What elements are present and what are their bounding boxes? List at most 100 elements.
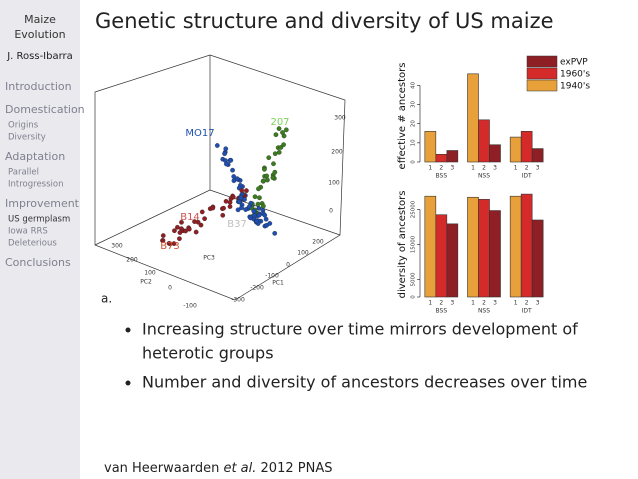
scatter-point	[273, 132, 279, 138]
sidebar	[0, 0, 80, 479]
scatter-point	[248, 215, 253, 221]
y-tick-label: 40	[411, 81, 417, 88]
scatter-point	[243, 207, 249, 212]
scatter-point	[264, 173, 270, 179]
scatter-point	[172, 228, 177, 234]
bar-number: 2	[525, 165, 529, 172]
bar-number: 3	[536, 300, 540, 307]
tick-label: 300	[334, 115, 346, 122]
scatter-point	[222, 151, 227, 157]
y-tick-label: 0	[411, 160, 417, 164]
scatter-point	[223, 146, 229, 152]
scatter-point	[177, 236, 182, 242]
bar-number: 3	[450, 165, 454, 172]
bar	[424, 195, 437, 298]
tick-label: 200	[312, 239, 324, 246]
point-label: MO17	[185, 128, 214, 139]
scatter-point	[252, 194, 258, 200]
scatter-point	[223, 198, 229, 204]
scatter-point	[227, 204, 233, 209]
scatter-point	[246, 204, 252, 210]
bullet-text: Increasing structure over time mirrors d…	[142, 320, 578, 339]
tick-label: 300	[111, 243, 123, 250]
sidebar-title: Maize	[24, 13, 56, 26]
bar	[478, 199, 490, 298]
sidebar-item: Diversity	[8, 133, 46, 143]
bar	[509, 195, 522, 298]
sidebar-title: Evolution	[14, 28, 65, 41]
y-tick-label: 25000	[411, 200, 417, 218]
scatter-point	[256, 186, 261, 192]
legend-label: 1940's	[560, 82, 590, 92]
tick-label: 100	[144, 270, 156, 277]
bullet-dot	[125, 380, 131, 386]
bar-number: 1	[514, 165, 518, 172]
bar	[435, 154, 448, 163]
bar-number: 2	[525, 300, 529, 307]
tick-label: 100	[328, 180, 340, 187]
scatter-point	[251, 213, 257, 218]
bar-number: 1	[428, 165, 432, 172]
scatter-point	[160, 233, 166, 238]
scatter-point	[228, 157, 234, 163]
scatter-point	[167, 241, 173, 247]
group-label: BSS	[436, 308, 448, 315]
bar-number: 1	[514, 300, 518, 307]
tick-label: 0	[286, 262, 290, 269]
scatter-point	[230, 167, 235, 173]
scatter-point	[227, 200, 233, 205]
tick-label: -100	[183, 303, 197, 310]
scatter-point	[272, 169, 278, 175]
scatter-point	[177, 230, 183, 235]
y-tick-label: 20	[411, 120, 417, 127]
bullet-text: heterotic groups	[142, 344, 274, 363]
tick-label: 0	[329, 208, 333, 215]
scatter-point	[214, 143, 220, 148]
point-label: B37	[227, 219, 247, 230]
scatter-point	[244, 188, 249, 193]
bar-number: 1	[428, 300, 432, 307]
citation: van Heerwaarden et al. 2012 PNAS	[104, 461, 332, 476]
bullet-dot	[125, 327, 131, 333]
legend-swatch	[526, 55, 558, 68]
sidebar-item: Parallel	[8, 168, 39, 178]
bar-number: 1	[471, 300, 475, 307]
bar-number: 3	[493, 165, 497, 172]
scatter-point	[198, 222, 204, 228]
bar	[489, 144, 501, 163]
scatter-point	[237, 199, 242, 205]
scatter-point	[186, 226, 192, 232]
scatter-point	[220, 212, 226, 218]
scatter-point	[202, 216, 207, 222]
scatter-point	[267, 221, 273, 226]
bar	[435, 214, 448, 298]
tick-label: -200	[250, 285, 264, 292]
bar-number: 2	[439, 165, 443, 172]
citation-part: et al.	[223, 461, 256, 476]
sidebar-section: Conclusions	[5, 256, 71, 269]
sidebar-author: J. Ross-Ibarra	[6, 51, 73, 62]
y-tick-label: 15000	[411, 235, 417, 253]
scatter-point	[179, 219, 184, 225]
sidebar-section: Improvement	[5, 197, 80, 210]
sidebar-section: Introduction	[5, 80, 72, 93]
tick-label: 100	[297, 250, 309, 257]
tick-label: -300	[231, 297, 245, 304]
scatter-point	[271, 161, 276, 167]
sidebar-item: US germplasm	[8, 215, 70, 225]
group-label: BSS	[436, 173, 448, 180]
scatter-point	[183, 228, 188, 234]
bar-number: 2	[439, 300, 443, 307]
y-tick-label: 0	[411, 295, 417, 299]
sidebar-item: Origins	[8, 121, 39, 131]
y-axis-label: diversity of ancestors	[397, 191, 408, 299]
sidebar-section: Adaptation	[5, 150, 65, 163]
group-label: IDT	[522, 308, 532, 315]
scatter-point	[199, 209, 205, 215]
scatter-point	[260, 178, 266, 184]
group-label: IDT	[522, 173, 532, 180]
point-label: 207	[270, 117, 289, 128]
y-tick-label: 30	[411, 101, 417, 108]
scatter-point	[193, 229, 199, 235]
